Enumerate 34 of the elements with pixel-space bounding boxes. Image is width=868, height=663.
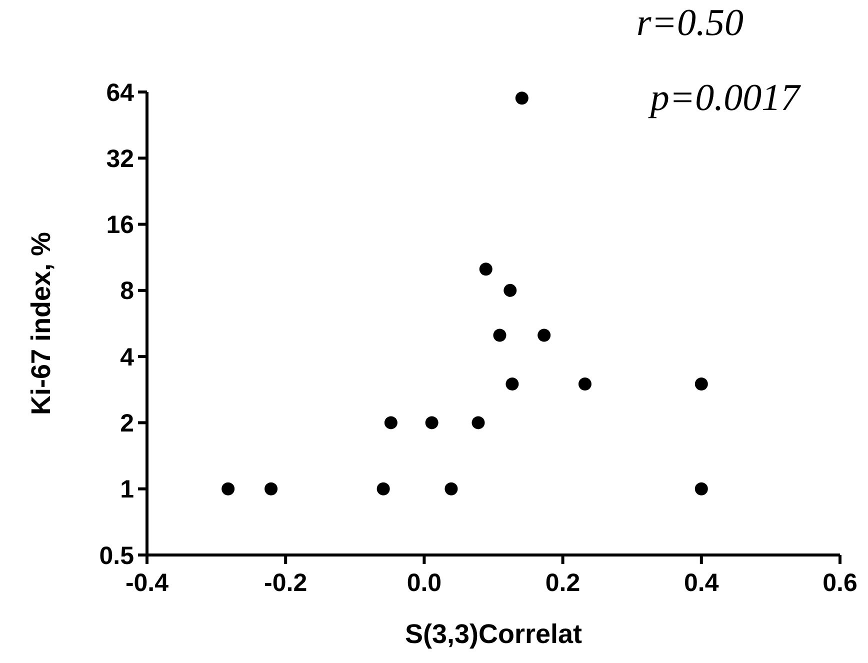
y-tick-label: 1: [120, 476, 134, 504]
x-tick-label: -0.4: [125, 569, 169, 597]
x-tick-label: 0.6: [822, 569, 858, 597]
x-tick-label: -0.2: [264, 569, 308, 597]
point: [479, 262, 492, 276]
y-tick-label: 64: [106, 78, 134, 107]
y-tick-label: 0.5: [99, 542, 134, 570]
point: [538, 328, 551, 342]
point: [694, 482, 708, 496]
y-tick-label: 8: [120, 277, 134, 306]
annotation: p=0.0017: [647, 77, 802, 119]
point: [425, 416, 438, 430]
point: [694, 378, 708, 391]
point: [472, 416, 485, 430]
x-tick-label: 0.0: [406, 569, 442, 597]
x-tick-label: 0.2: [545, 569, 580, 597]
point: [515, 92, 528, 105]
point: [264, 482, 278, 496]
point: [384, 416, 398, 430]
point: [444, 482, 458, 496]
y-axis-title: Ki-67 index, %: [26, 232, 56, 416]
y-tick-label: 2: [120, 409, 134, 438]
x-tick-label: 0.4: [684, 569, 719, 597]
y-tick-label: 4: [120, 343, 134, 372]
point: [376, 482, 390, 496]
text: r=0.50: [636, 2, 744, 44]
x-axis-title: S(3,3)Correlat: [404, 619, 582, 649]
y-tick-label: 32: [106, 144, 134, 173]
point: [493, 328, 506, 342]
y-tick-label: 16: [106, 211, 134, 240]
point: [504, 284, 517, 297]
point: [578, 378, 592, 391]
point: [506, 378, 519, 391]
point: [222, 482, 235, 496]
